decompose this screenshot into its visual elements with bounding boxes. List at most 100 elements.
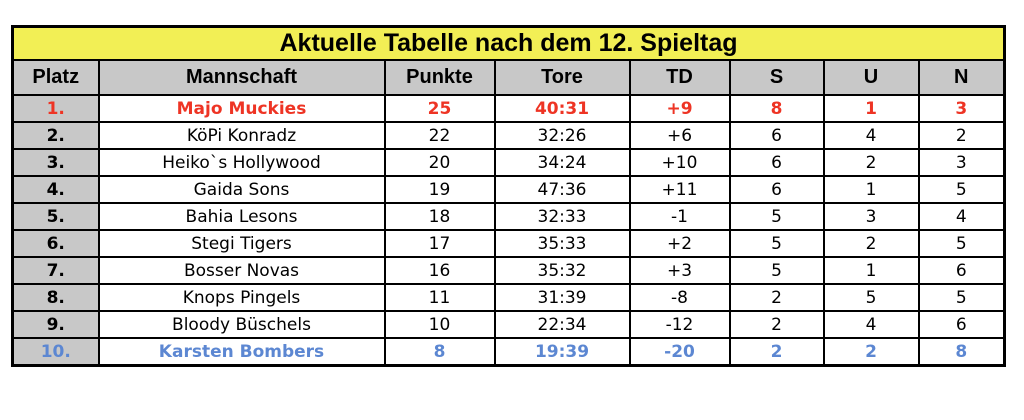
points-cell: 17: [383, 229, 496, 258]
goals-cell: 19:39: [493, 337, 631, 367]
column-header-tore: Tore: [493, 59, 631, 96]
team-cell: KöPi Konradz: [97, 121, 386, 150]
table-row: 7. Bosser Novas 16 35:32 +3 5 1 6: [11, 256, 1006, 285]
points-cell: 25: [383, 94, 496, 123]
points-cell: 18: [383, 202, 496, 231]
rank-cell: 3.: [11, 148, 100, 177]
goals-cell: 35:33: [493, 229, 631, 258]
team-cell: Bosser Novas: [97, 256, 386, 285]
draws-cell: 4: [822, 121, 920, 150]
column-header-punkte: Punkte: [383, 59, 496, 96]
wins-cell: 2: [728, 337, 825, 367]
team-cell: Gaida Sons: [97, 175, 386, 204]
goal-diff-cell: -8: [628, 283, 731, 312]
rank-cell: 7.: [11, 256, 100, 285]
team-cell: Knops Pingels: [97, 283, 386, 312]
table-row: 8. Knops Pingels 11 31:39 -8 2 5 5: [11, 283, 1006, 312]
losses-cell: 6: [917, 256, 1006, 285]
losses-cell: 3: [917, 94, 1006, 123]
draws-cell: 4: [822, 310, 920, 339]
rank-cell: 9.: [11, 310, 100, 339]
losses-cell: 5: [917, 175, 1006, 204]
column-header-n: N: [917, 59, 1006, 96]
losses-cell: 5: [917, 229, 1006, 258]
team-cell: Karsten Bombers: [97, 337, 386, 367]
draws-cell: 2: [822, 148, 920, 177]
column-header-platz: Platz: [11, 59, 100, 96]
losses-cell: 8: [917, 337, 1006, 367]
points-cell: 8: [383, 337, 496, 367]
points-cell: 11: [383, 283, 496, 312]
draws-cell: 2: [822, 337, 920, 367]
goal-diff-cell: +11: [628, 175, 731, 204]
standings-table: Aktuelle Tabelle nach dem 12. Spieltag P…: [11, 25, 1007, 367]
wins-cell: 5: [728, 202, 825, 231]
table-row: 1. Majo Muckies 25 40:31 +9 8 1 3: [11, 94, 1006, 123]
standings-table-wrap: Aktuelle Tabelle nach dem 12. Spieltag P…: [11, 25, 1007, 367]
table-row: 2. KöPi Konradz 22 32:26 +6 6 4 2: [11, 121, 1006, 150]
wins-cell: 6: [728, 175, 825, 204]
points-cell: 16: [383, 256, 496, 285]
goals-cell: 35:32: [493, 256, 631, 285]
table-row: 9. Bloody Büschels 10 22:34 -12 2 4 6: [11, 310, 1006, 339]
table-row: 4. Gaida Sons 19 47:36 +11 6 1 5: [11, 175, 1006, 204]
goal-diff-cell: -1: [628, 202, 731, 231]
wins-cell: 6: [728, 121, 825, 150]
rank-cell: 5.: [11, 202, 100, 231]
rank-cell: 2.: [11, 121, 100, 150]
goal-diff-cell: +9: [628, 94, 731, 123]
draws-cell: 1: [822, 94, 920, 123]
goal-diff-cell: +2: [628, 229, 731, 258]
rank-cell: 10.: [11, 337, 100, 367]
wins-cell: 8: [728, 94, 825, 123]
table-row: 10. Karsten Bombers 8 19:39 -20 2 2 8: [11, 337, 1006, 367]
rank-cell: 6.: [11, 229, 100, 258]
goal-diff-cell: +6: [628, 121, 731, 150]
draws-cell: 1: [822, 175, 920, 204]
wins-cell: 2: [728, 310, 825, 339]
table-row: 3. Heiko`s Hollywood 20 34:24 +10 6 2 3: [11, 148, 1006, 177]
column-header-s: S: [728, 59, 825, 96]
table-title: Aktuelle Tabelle nach dem 12. Spieltag: [11, 25, 1006, 61]
losses-cell: 6: [917, 310, 1006, 339]
goals-cell: 32:33: [493, 202, 631, 231]
losses-cell: 5: [917, 283, 1006, 312]
team-cell: Bloody Büschels: [97, 310, 386, 339]
wins-cell: 5: [728, 229, 825, 258]
wins-cell: 6: [728, 148, 825, 177]
column-header-mannschaft: Mannschaft: [97, 59, 386, 96]
standings-body: 1. Majo Muckies 25 40:31 +9 8 1 3 2. KöPi Konradz…: [11, 94, 1006, 367]
losses-cell: 4: [917, 202, 1006, 231]
wins-cell: 5: [728, 256, 825, 285]
points-cell: 20: [383, 148, 496, 177]
rank-cell: 8.: [11, 283, 100, 312]
points-cell: 22: [383, 121, 496, 150]
goal-diff-cell: +10: [628, 148, 731, 177]
table-row: 5. Bahia Lesons 18 32:33 -1 5 3 4: [11, 202, 1006, 231]
table-row: 6. Stegi Tigers 17 35:33 +2 5 2 5: [11, 229, 1006, 258]
column-header-u: U: [822, 59, 920, 96]
draws-cell: 2: [822, 229, 920, 258]
header-row: Platz Mannschaft Punkte Tore TD S U N: [11, 59, 1006, 96]
goals-cell: 32:26: [493, 121, 631, 150]
draws-cell: 3: [822, 202, 920, 231]
goal-diff-cell: +3: [628, 256, 731, 285]
rank-cell: 1.: [11, 94, 100, 123]
team-cell: Heiko`s Hollywood: [97, 148, 386, 177]
points-cell: 10: [383, 310, 496, 339]
column-header-td: TD: [628, 59, 731, 96]
goals-cell: 31:39: [493, 283, 631, 312]
team-cell: Majo Muckies: [97, 94, 386, 123]
goal-diff-cell: -12: [628, 310, 731, 339]
rank-cell: 4.: [11, 175, 100, 204]
goal-diff-cell: -20: [628, 337, 731, 367]
points-cell: 19: [383, 175, 496, 204]
losses-cell: 2: [917, 121, 1006, 150]
goals-cell: 34:24: [493, 148, 631, 177]
title-row: Aktuelle Tabelle nach dem 12. Spieltag: [11, 25, 1006, 61]
goals-cell: 47:36: [493, 175, 631, 204]
team-cell: Bahia Lesons: [97, 202, 386, 231]
losses-cell: 3: [917, 148, 1006, 177]
wins-cell: 2: [728, 283, 825, 312]
